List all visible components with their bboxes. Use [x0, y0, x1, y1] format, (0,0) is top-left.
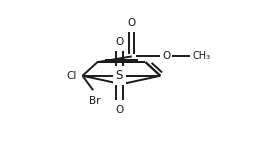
Text: S: S: [116, 69, 123, 82]
Text: CH₃: CH₃: [192, 51, 211, 61]
Text: O: O: [162, 51, 170, 61]
Text: O: O: [115, 37, 124, 47]
Text: Cl: Cl: [67, 71, 77, 81]
Text: O: O: [128, 18, 136, 28]
Text: O: O: [115, 105, 124, 115]
Text: Br: Br: [89, 96, 100, 106]
